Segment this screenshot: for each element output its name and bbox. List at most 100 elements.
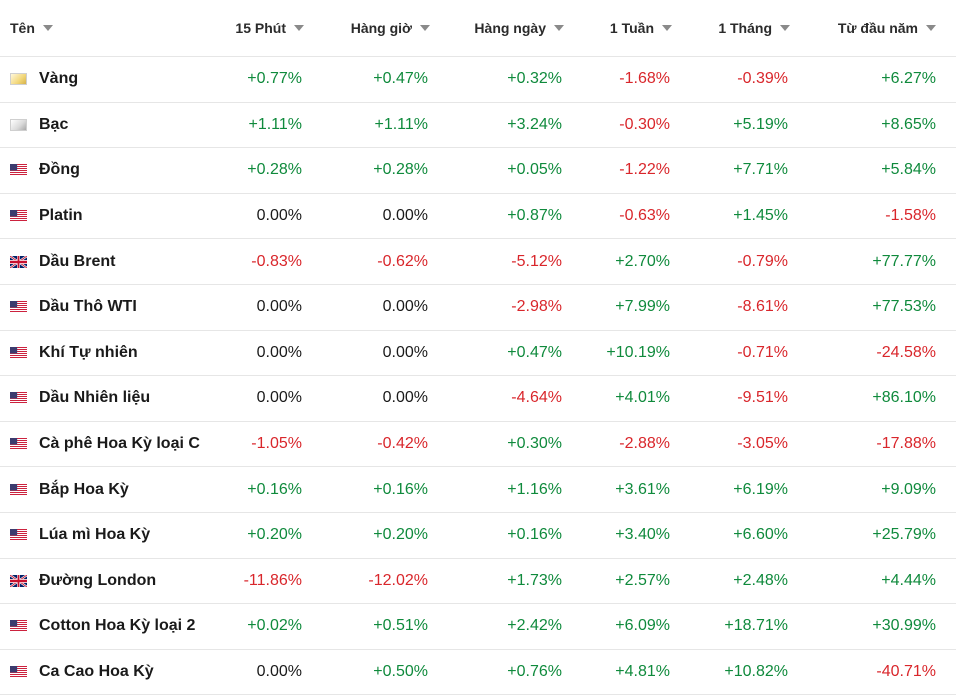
sort-caret-icon[interactable] [42, 25, 53, 32]
change-daily-cell: +0.87% [450, 193, 584, 240]
sort-caret-icon[interactable] [926, 25, 936, 32]
column-header-15min[interactable]: 15 Phút [228, 0, 324, 57]
commodity-name-link[interactable]: Ca Cao Hoa Kỳ [39, 662, 154, 680]
change-ytd-cell: -40.71% [810, 649, 956, 696]
commodity-name-cell[interactable]: Cotton Hoa Kỳ loại 2 [0, 603, 228, 650]
change-hourly-cell: +0.50% [324, 649, 450, 696]
change-weekly-cell: -0.63% [584, 193, 692, 240]
change-15min-cell: 0.00% [228, 330, 324, 377]
commodity-name-link[interactable]: Platin [39, 206, 83, 224]
commodity-name-cell[interactable]: Ca Cao Hoa Kỳ [0, 649, 228, 696]
sort-caret-icon[interactable] [294, 25, 304, 32]
table-row[interactable]: Dầu Thô WTI 0.00% 0.00% -2.98% +7.99% -8.61% +… [0, 284, 956, 331]
table-body: Vàng +0.77% +0.47% +0.32% -1.68% -0.39% +6.27%… [0, 56, 956, 696]
table-row[interactable]: Cotton Hoa Kỳ loại 2 +0.02% +0.51% +2.42% +6… [0, 603, 956, 650]
change-weekly-cell: +10.19% [584, 330, 692, 377]
commodity-name-link[interactable]: Đồng [39, 161, 80, 179]
commodity-name-cell[interactable]: Bắp Hoa Kỳ [0, 466, 228, 513]
change-ytd-cell: +6.27% [810, 56, 956, 103]
commodity-name-link[interactable]: Khí Tự nhiên [39, 343, 138, 361]
change-daily-cell: +0.05% [450, 147, 584, 194]
commodity-name-cell[interactable]: Khí Tự nhiên [0, 330, 228, 377]
change-ytd-cell: -17.88% [810, 421, 956, 468]
commodity-name-link[interactable]: Cà phê Hoa Kỳ loại C [39, 434, 200, 452]
sort-caret-icon[interactable] [554, 25, 564, 32]
us-flag-icon [10, 665, 27, 678]
table-row[interactable]: Lúa mì Hoa Kỳ +0.20% +0.20% +0.16% +3.40% +6.… [0, 512, 956, 559]
us-flag-icon [10, 346, 27, 359]
column-header-ytd[interactable]: Từ đầu năm [810, 0, 956, 57]
change-15min-cell: -0.83% [228, 238, 324, 285]
commodity-name-link[interactable]: Lúa mì Hoa Kỳ [39, 526, 151, 544]
commodity-name-cell[interactable]: Bạc [0, 102, 228, 149]
change-daily-cell: +0.30% [450, 421, 584, 468]
commodity-name-cell[interactable]: Đồng [0, 147, 228, 194]
table-row[interactable]: Dầu Nhiên liệu 0.00% 0.00% -4.64% +4.01% -9.5… [0, 375, 956, 422]
commodity-name-cell[interactable]: Dầu Brent [0, 238, 228, 285]
table-row[interactable]: Platin 0.00% 0.00% +0.87% -0.63% +1.45% -1.58% [0, 193, 956, 240]
table-row[interactable]: Cà phê Hoa Kỳ loại C -1.05% -0.42% +0.30% -2… [0, 421, 956, 468]
change-hourly-cell: 0.00% [324, 193, 450, 240]
change-15min-cell: -11.86% [228, 558, 324, 605]
change-ytd-cell: +9.09% [810, 466, 956, 513]
change-daily-cell: +2.42% [450, 603, 584, 650]
column-header-label: 1 Tháng [718, 20, 772, 36]
us-flag-icon [10, 529, 27, 542]
column-header-weekly[interactable]: 1 Tuần [584, 0, 692, 57]
commodity-name-cell[interactable]: Dầu Nhiên liệu [0, 375, 228, 422]
change-hourly-cell: 0.00% [324, 284, 450, 331]
table-row[interactable]: Dầu Brent -0.83% -0.62% -5.12% +2.70% -0.79% +… [0, 238, 956, 285]
column-header-name[interactable]: Tên [0, 0, 228, 57]
commodity-name-link[interactable]: Vàng [39, 70, 79, 88]
commodity-name-cell[interactable]: Lúa mì Hoa Kỳ [0, 512, 228, 559]
commodity-name-link[interactable]: Bạc [39, 115, 69, 133]
table-row[interactable]: Ca Cao Hoa Kỳ 0.00% +0.50% +0.76% +4.81% +10.… [0, 649, 956, 696]
change-weekly-cell: +2.57% [584, 558, 692, 605]
change-monthly-cell: +6.19% [692, 466, 810, 513]
table-row[interactable]: Đường London -11.86% -12.02% +1.73% +2.57% +2… [0, 558, 956, 605]
us-flag-icon [10, 392, 27, 405]
commodity-name-link[interactable]: Dầu Nhiên liệu [39, 389, 151, 407]
table-row[interactable]: Bạc +1.11% +1.11% +3.24% -0.30% +5.19% +8.65% [0, 102, 956, 149]
commodity-name-cell[interactable]: Cà phê Hoa Kỳ loại C [0, 421, 228, 468]
commodity-name-link[interactable]: Bắp Hoa Kỳ [39, 480, 129, 498]
table-row[interactable]: Đồng +0.28% +0.28% +0.05% -1.22% +7.71% +5.84% [0, 147, 956, 194]
change-monthly-cell: -0.71% [692, 330, 810, 377]
table-row[interactable]: Bắp Hoa Kỳ +0.16% +0.16% +1.16% +3.61% +6.19%… [0, 466, 956, 513]
commodity-name-link[interactable]: Đường London [39, 571, 157, 589]
commodity-name-cell[interactable]: Platin [0, 193, 228, 240]
change-weekly-cell: +2.70% [584, 238, 692, 285]
change-weekly-cell: +4.81% [584, 649, 692, 696]
commodity-name-link[interactable]: Dầu Thô WTI [39, 298, 137, 316]
change-15min-cell: +0.20% [228, 512, 324, 559]
commodity-name-cell[interactable]: Đường London [0, 558, 228, 605]
sort-caret-icon[interactable] [780, 25, 790, 32]
change-15min-cell: +0.28% [228, 147, 324, 194]
change-daily-cell: +1.16% [450, 466, 584, 513]
change-weekly-cell: +7.99% [584, 284, 692, 331]
table-row[interactable]: Khí Tự nhiên 0.00% 0.00% +0.47% +10.19% -0.71… [0, 330, 956, 377]
change-ytd-cell: +86.10% [810, 375, 956, 422]
change-ytd-cell: -1.58% [810, 193, 956, 240]
change-monthly-cell: -3.05% [692, 421, 810, 468]
commodity-name-cell[interactable]: Dầu Thô WTI [0, 284, 228, 331]
change-hourly-cell: 0.00% [324, 375, 450, 422]
commodity-name-link[interactable]: Cotton Hoa Kỳ loại 2 [39, 617, 196, 635]
change-daily-cell: +0.76% [450, 649, 584, 696]
change-daily-cell: +0.32% [450, 56, 584, 103]
column-header-label: Hàng ngày [474, 20, 546, 36]
change-monthly-cell: +7.71% [692, 147, 810, 194]
column-header-hourly[interactable]: Hàng giờ [324, 0, 450, 57]
change-monthly-cell: +10.82% [692, 649, 810, 696]
sort-caret-icon[interactable] [420, 25, 430, 32]
change-15min-cell: 0.00% [228, 193, 324, 240]
commodity-name-cell[interactable]: Vàng [0, 56, 228, 103]
change-weekly-cell: +3.40% [584, 512, 692, 559]
change-hourly-cell: +0.16% [324, 466, 450, 513]
column-header-monthly[interactable]: 1 Tháng [692, 0, 810, 57]
sort-caret-icon[interactable] [662, 25, 672, 32]
change-monthly-cell: +5.19% [692, 102, 810, 149]
table-row[interactable]: Vàng +0.77% +0.47% +0.32% -1.68% -0.39% +6.27% [0, 56, 956, 103]
commodity-name-link[interactable]: Dầu Brent [39, 252, 116, 270]
column-header-daily[interactable]: Hàng ngày [450, 0, 584, 57]
